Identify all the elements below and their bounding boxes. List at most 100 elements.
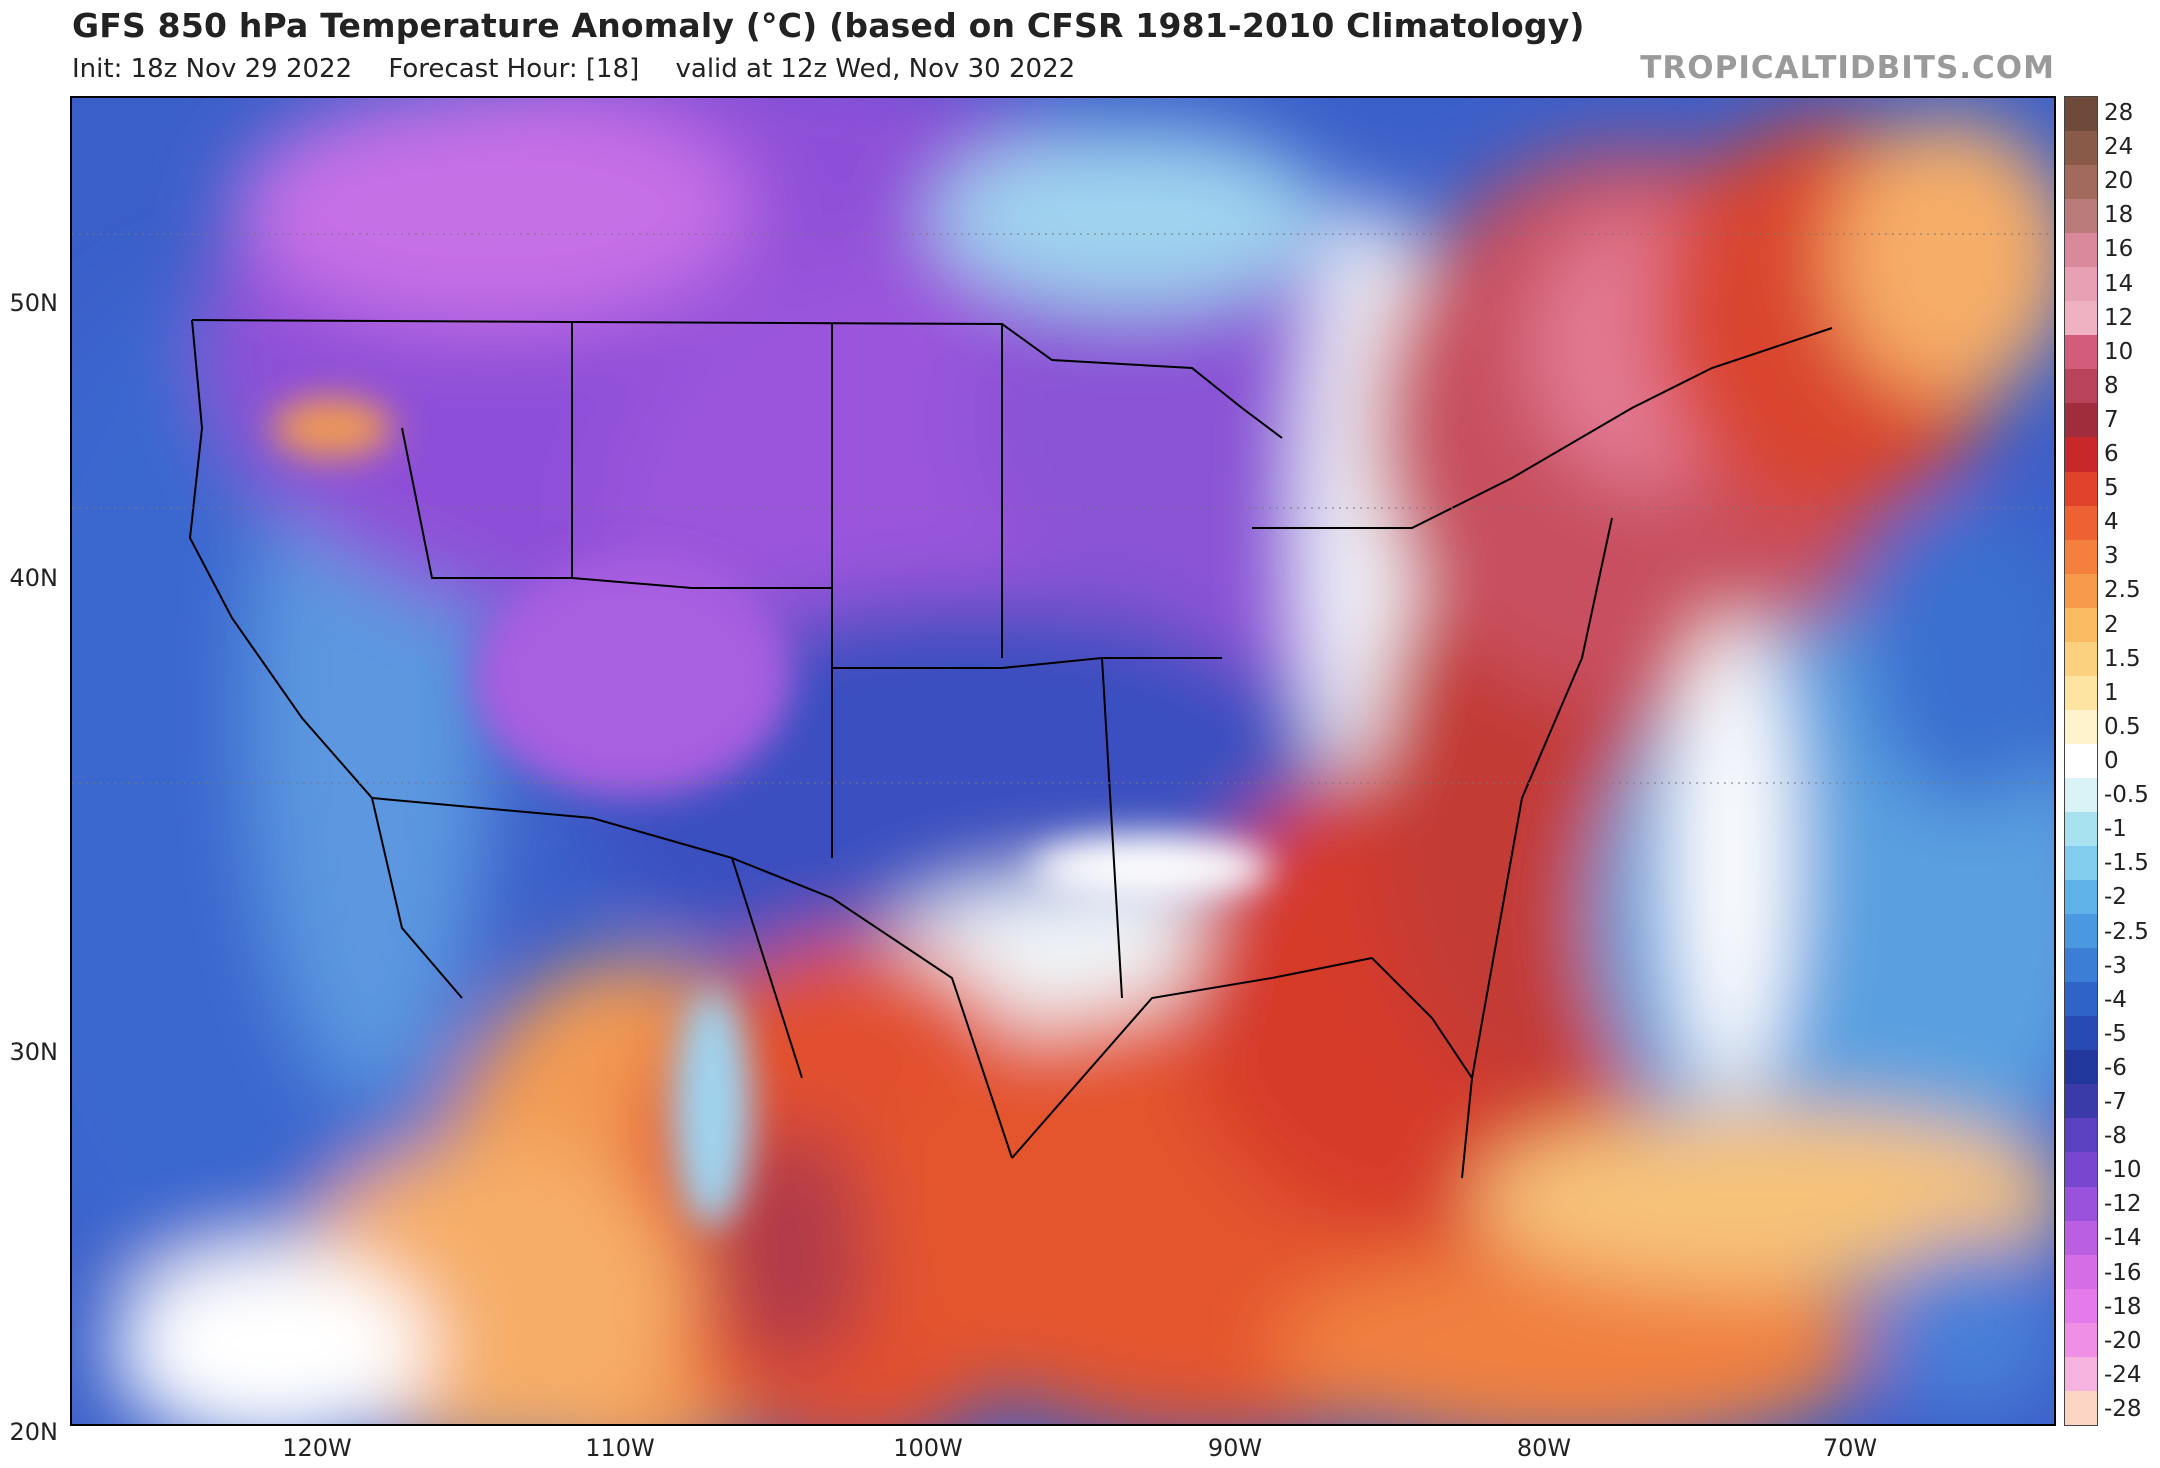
colorbar-label: -16	[2104, 1259, 2142, 1286]
map-canvas	[72, 98, 2054, 1424]
colorbar-swatch	[2065, 1050, 2097, 1085]
colorbar-swatch	[2065, 131, 2097, 166]
colorbar-label: 18	[2104, 202, 2134, 229]
colorbar-label: 7	[2104, 406, 2119, 433]
colorbar-swatch	[2065, 233, 2097, 268]
valid-time: valid at 12z Wed, Nov 30 2022	[675, 54, 1076, 84]
colorbar-swatch	[2065, 505, 2097, 540]
colorbar-label: -28	[2104, 1395, 2142, 1422]
colorbar-swatch	[2065, 165, 2097, 200]
colorbar-label: -14	[2104, 1225, 2142, 1252]
anomaly-field	[72, 98, 2054, 1424]
colorbar-label: 16	[2104, 236, 2134, 263]
lat-label-30n: 30N	[9, 1038, 59, 1066]
brand-watermark[interactable]: TROPICALTIDBITS.COM	[1640, 50, 2055, 86]
colorbar-swatch	[2065, 880, 2097, 915]
colorbar-swatch	[2065, 97, 2097, 132]
colorbar-label: -20	[2104, 1327, 2142, 1354]
colorbar-label: 3	[2104, 543, 2119, 570]
colorbar-label: 0	[2104, 748, 2119, 774]
colorbar-label: 24	[2104, 134, 2134, 161]
lon-label-110w: 110W	[585, 1434, 655, 1462]
graticule	[72, 233, 2054, 784]
colorbar-label: -24	[2104, 1361, 2142, 1388]
colorbar-swatch	[2065, 471, 2097, 506]
colorbar-label: 20	[2104, 168, 2134, 195]
colorbar-label: -1	[2104, 816, 2127, 843]
colorbar-label: -0.5	[2104, 782, 2149, 809]
colorbar-swatch	[2065, 1084, 2097, 1119]
colorbar-swatch	[2065, 539, 2097, 574]
colorbar-swatch	[2065, 1390, 2097, 1425]
colorbar-label: 6	[2104, 441, 2119, 468]
colorbar-label: -12	[2104, 1191, 2142, 1218]
forecast-hour: Forecast Hour: [18]	[388, 54, 640, 84]
lat-label-40n: 40N	[9, 564, 59, 592]
chart-title: GFS 850 hPa Temperature Anomaly (°C) (ba…	[72, 6, 1585, 45]
colorbar-label: 10	[2104, 338, 2134, 365]
colorbar-swatch	[2065, 607, 2097, 642]
colorbar-swatch	[2065, 1356, 2097, 1391]
colorbar-swatch	[2065, 811, 2097, 847]
colorbar-label: 1	[2104, 679, 2119, 706]
colorbar-label: 2	[2104, 611, 2119, 638]
colorbar-label: -18	[2104, 1293, 2142, 1320]
colorbar-swatch	[2065, 1254, 2097, 1289]
colorbar-label: -1.5	[2104, 850, 2149, 877]
borders	[188, 319, 1833, 1179]
colorbar-label: 28	[2104, 100, 2134, 127]
colorbar-swatch	[2065, 1322, 2097, 1357]
colorbar-swatch	[2065, 369, 2097, 404]
lon-label-90w: 90W	[1207, 1434, 1263, 1462]
colorbar-label: 2.5	[2104, 577, 2141, 604]
colorbar-label: -6	[2104, 1054, 2127, 1081]
colorbar-swatch	[2065, 948, 2097, 983]
colorbar-label: 0.5	[2104, 713, 2141, 740]
colorbar-swatch	[2065, 846, 2097, 881]
colorbar-swatch	[2065, 1288, 2097, 1323]
colorbar-swatch	[2065, 1152, 2097, 1187]
colorbar-label: -2.5	[2104, 918, 2149, 945]
colorbar-swatch	[2065, 777, 2097, 812]
lon-label-100w: 100W	[893, 1434, 963, 1462]
colorbar-swatch	[2065, 267, 2097, 302]
lon-label-70w: 70W	[1822, 1434, 1878, 1462]
init-time: Init: 18z Nov 29 2022	[72, 54, 353, 84]
colorbar-swatch	[2065, 914, 2097, 949]
colorbar-label: 8	[2104, 372, 2119, 399]
colorbar-label: -4	[2104, 986, 2127, 1013]
colorbar-swatch	[2065, 641, 2097, 676]
colorbar-swatch	[2065, 1016, 2097, 1051]
lon-label-120w: 120W	[282, 1434, 352, 1462]
colorbar-swatch	[2065, 301, 2097, 336]
colorbar-label: -8	[2104, 1123, 2127, 1150]
colorbar-swatch	[2065, 573, 2097, 608]
colorbar-swatch	[2065, 1220, 2097, 1255]
colorbar-label: 4	[2104, 509, 2119, 536]
colorbar-label: -5	[2104, 1020, 2127, 1047]
colorbar-swatch	[2065, 199, 2097, 234]
colorbar-swatch	[2065, 982, 2097, 1017]
colorbar-label: -7	[2104, 1089, 2127, 1116]
lat-label-50n: 50N	[9, 289, 59, 317]
colorbar-label: 5	[2104, 475, 2119, 502]
colorbar-label: -3	[2104, 952, 2127, 979]
colorbar-swatch	[2065, 335, 2097, 370]
colorbar-label: -2	[2104, 884, 2127, 911]
colorbar	[2064, 96, 2098, 1426]
lat-label-20n: 20N	[9, 1418, 59, 1446]
colorbar-swatch	[2065, 675, 2097, 710]
colorbar-label: -10	[2104, 1157, 2142, 1184]
colorbar-label: 14	[2104, 270, 2134, 297]
lon-label-80w: 80W	[1516, 1434, 1572, 1462]
colorbar-swatch	[2065, 403, 2097, 438]
colorbar-swatch	[2065, 709, 2097, 744]
anomaly-map[interactable]	[70, 96, 2056, 1426]
colorbar-label: 12	[2104, 304, 2134, 331]
colorbar-label: 1.5	[2104, 645, 2141, 672]
colorbar-swatch	[2065, 743, 2097, 778]
colorbar-swatch	[2065, 1186, 2097, 1221]
colorbar-swatch	[2065, 1118, 2097, 1153]
chart-subtitle: Init: 18z Nov 29 2022 Forecast Hour: [18…	[72, 54, 1103, 84]
colorbar-swatch	[2065, 437, 2097, 472]
